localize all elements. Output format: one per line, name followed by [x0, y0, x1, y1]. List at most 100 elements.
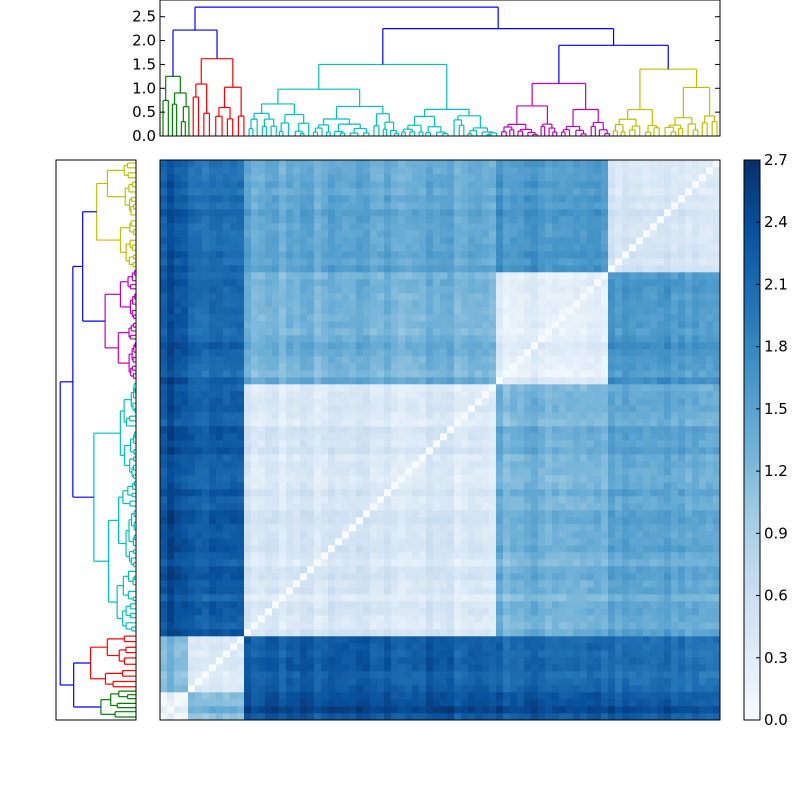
- heatmap-cell: [566, 454, 574, 462]
- heatmap-cell: [615, 503, 623, 511]
- heatmap-cell: [384, 552, 392, 560]
- heatmap-cell: [650, 706, 658, 714]
- heatmap-cell: [286, 629, 294, 637]
- heatmap-cell: [230, 566, 238, 574]
- heatmap-cell: [594, 377, 602, 385]
- heatmap-cell: [223, 559, 231, 567]
- heatmap-cell: [356, 545, 364, 553]
- heatmap-cell: [251, 664, 259, 672]
- heatmap-cell: [391, 356, 399, 364]
- heatmap-cell: [363, 440, 371, 448]
- heatmap-cell: [328, 587, 336, 595]
- heatmap-cell: [426, 447, 434, 455]
- heatmap-cell: [608, 650, 616, 658]
- heatmap-cell: [328, 622, 336, 630]
- heatmap-cell: [370, 615, 378, 623]
- heatmap-cell: [237, 608, 245, 616]
- heatmap-cell: [181, 559, 189, 567]
- heatmap-cell: [573, 412, 581, 420]
- heatmap-cell: [489, 622, 497, 630]
- heatmap-cell: [454, 356, 462, 364]
- heatmap-cell: [167, 482, 175, 490]
- heatmap-cell: [587, 524, 595, 532]
- heatmap-cell: [622, 489, 630, 497]
- heatmap-cell: [475, 461, 483, 469]
- heatmap-cell: [482, 482, 490, 490]
- heatmap-cell: [678, 412, 686, 420]
- heatmap-cell: [447, 657, 455, 665]
- heatmap-cell: [398, 713, 406, 721]
- heatmap-cell: [545, 685, 553, 693]
- heatmap-cell: [559, 398, 567, 406]
- heatmap-cell: [713, 412, 721, 420]
- heatmap-cell: [580, 503, 588, 511]
- heatmap-cell: [251, 384, 259, 392]
- heatmap-cell: [230, 517, 238, 525]
- heatmap-cell: [384, 636, 392, 644]
- heatmap-cell: [699, 601, 707, 609]
- heatmap-cell: [244, 398, 252, 406]
- heatmap-cell: [503, 398, 511, 406]
- heatmap-cell: [685, 433, 693, 441]
- heatmap-cell: [384, 419, 392, 427]
- heatmap-cell: [447, 447, 455, 455]
- heatmap-cell: [545, 461, 553, 469]
- heatmap-cell: [237, 643, 245, 651]
- heatmap-cell: [685, 531, 693, 539]
- heatmap-cell: [356, 468, 364, 476]
- heatmap-cell: [517, 370, 525, 378]
- heatmap-cell: [405, 671, 413, 679]
- heatmap-cell: [468, 594, 476, 602]
- heatmap-cell: [601, 370, 609, 378]
- heatmap-cell: [503, 510, 511, 518]
- heatmap-cell: [489, 468, 497, 476]
- heatmap-cell: [461, 384, 469, 392]
- heatmap-cell: [524, 363, 532, 371]
- heatmap-cell: [216, 573, 224, 581]
- heatmap-cell: [482, 496, 490, 504]
- heatmap-cell: [692, 615, 700, 623]
- heatmap-cell: [188, 685, 196, 693]
- heatmap-cell: [629, 713, 637, 721]
- heatmap-cell: [433, 461, 441, 469]
- heatmap-cell: [370, 622, 378, 630]
- heatmap-cell: [160, 706, 168, 714]
- heatmap-cell: [685, 559, 693, 567]
- heatmap-cell: [608, 503, 616, 511]
- heatmap-cell: [391, 559, 399, 567]
- heatmap-cell: [181, 713, 189, 721]
- heatmap-cell: [440, 657, 448, 665]
- heatmap-cell: [300, 615, 308, 623]
- heatmap-cell: [384, 580, 392, 588]
- heatmap-cell: [363, 405, 371, 413]
- heatmap-cell: [258, 405, 266, 413]
- heatmap-cell: [279, 433, 287, 441]
- heatmap-cell: [356, 601, 364, 609]
- heatmap-cell: [230, 664, 238, 672]
- heatmap-cell: [258, 622, 266, 630]
- heatmap-cell: [664, 538, 672, 546]
- heatmap-cell: [503, 349, 511, 357]
- heatmap-cell: [356, 398, 364, 406]
- heatmap-cell: [615, 433, 623, 441]
- heatmap-cell: [447, 349, 455, 357]
- heatmap-cell: [314, 391, 322, 399]
- heatmap-cell: [286, 440, 294, 448]
- heatmap-cell: [363, 468, 371, 476]
- heatmap-cell: [328, 384, 336, 392]
- heatmap-cell: [335, 657, 343, 665]
- heatmap-cell: [671, 622, 679, 630]
- heatmap-cell: [286, 685, 294, 693]
- heatmap-cell: [559, 482, 567, 490]
- heatmap-cell: [657, 678, 665, 686]
- heatmap-cell: [447, 685, 455, 693]
- heatmap-cell: [482, 678, 490, 686]
- heatmap-cell: [629, 440, 637, 448]
- heatmap-cell: [468, 524, 476, 532]
- heatmap-cell: [160, 552, 168, 560]
- heatmap-cell: [286, 545, 294, 553]
- heatmap-cell: [699, 363, 707, 371]
- heatmap-cell: [531, 566, 539, 574]
- heatmap-cell: [440, 377, 448, 385]
- heatmap-cell: [202, 433, 210, 441]
